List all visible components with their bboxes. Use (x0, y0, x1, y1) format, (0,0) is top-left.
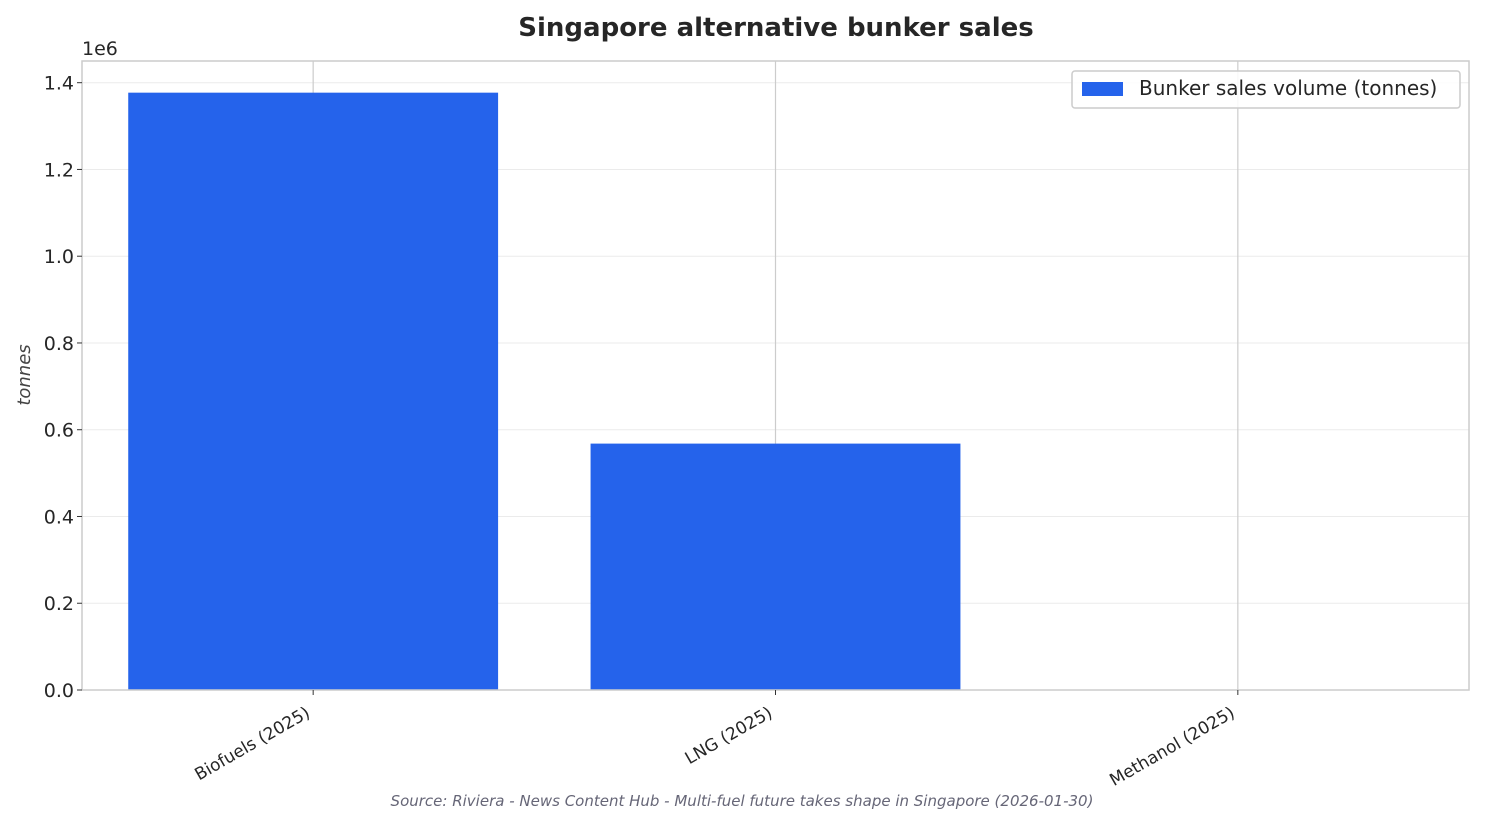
y-offset-label: 1e6 (82, 38, 118, 60)
y-axis-ticks: 0.0 0.2 0.4 0.6 0.8 1.0 1.2 1.4 (44, 73, 82, 702)
bar (590, 443, 961, 690)
legend: Bunker sales volume (tonnes) (1071, 70, 1461, 109)
legend-box (1071, 70, 1461, 109)
bars (128, 92, 961, 691)
x-tick-label: Biofuels (2025) (191, 703, 313, 785)
x-axis-ticks: Biofuels (2025) LNG (2025) Methanol (2025) (191, 690, 1239, 791)
x-tick-label: Methanol (2025) (1106, 703, 1238, 791)
chart-title: Singapore alternative bunker sales (518, 13, 1033, 43)
y-tick-label: 0.8 (44, 333, 74, 355)
y-tick-label: 0.6 (44, 420, 74, 442)
y-tick-label: 0.2 (44, 593, 74, 615)
y-tick-label: 1.0 (44, 246, 74, 268)
y-tick-label: 0.4 (44, 506, 74, 528)
legend-label: Bunker sales volume (tonnes) (1139, 76, 1437, 100)
x-tick-label: LNG (2025) (682, 703, 776, 769)
source-note: Source: Riviera - News Content Hub - Mul… (391, 792, 1094, 810)
legend-swatch (1082, 82, 1123, 96)
y-tick-label: 0.0 (44, 680, 74, 702)
bar (128, 92, 499, 691)
y-tick-label: 1.2 (44, 159, 74, 181)
y-tick-label: 1.4 (44, 73, 74, 95)
y-axis-label: tonnes (14, 344, 35, 405)
